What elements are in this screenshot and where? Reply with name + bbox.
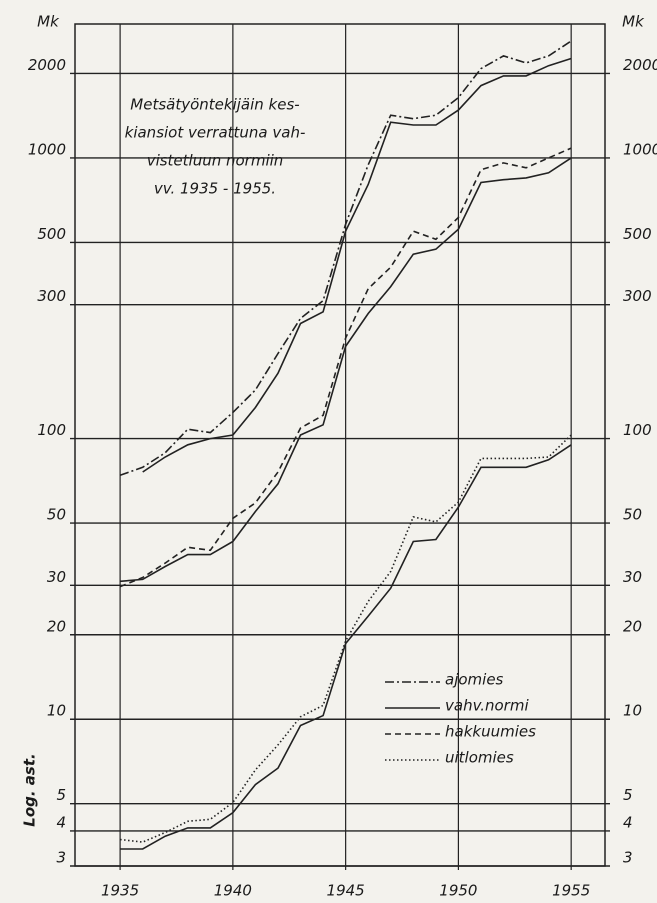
y-tick-label-right: 2000: [623, 56, 657, 74]
y-tick-label-right: 500: [623, 225, 652, 243]
chart-title: vistetluun normiin: [147, 152, 284, 170]
x-tick-label: 1950: [439, 882, 477, 900]
chart-title: kiansiot verrattuna vah-: [125, 124, 306, 142]
y-unit-left: Mk: [37, 13, 60, 31]
y-tick-label-right: 3: [623, 849, 633, 867]
y-unit-right: Mk: [622, 13, 645, 31]
legend-label: ajomies: [445, 671, 504, 689]
series-line: [119, 147, 572, 588]
y-tick-label-right: 10: [623, 702, 642, 720]
y-tick-label: 1000: [28, 140, 66, 158]
y-tick-label-right: 300: [623, 287, 652, 305]
y-tick-label: 500: [37, 225, 66, 243]
y-tick-label: 5: [56, 786, 66, 804]
y-axis-label: Log. ast.: [21, 753, 39, 826]
y-tick-label: 300: [37, 287, 66, 305]
chart-title: vv. 1935 - 1955.: [154, 180, 276, 198]
series-line: [119, 40, 572, 477]
y-tick-label-right: 20: [623, 617, 642, 635]
series-line: [142, 57, 572, 473]
y-tick-label-right: 5: [623, 786, 633, 804]
y-tick-label-right: 50: [623, 506, 642, 524]
x-tick-label: 1935: [101, 882, 139, 900]
y-tick-label-right: 1000: [623, 140, 657, 158]
y-tick-label: 100: [37, 421, 66, 439]
y-tick-label: 50: [47, 506, 66, 524]
y-tick-label: 20: [47, 617, 66, 635]
series-line: [120, 157, 572, 583]
legend-label: hakkuumies: [445, 723, 536, 741]
y-tick-label: 10: [47, 702, 66, 720]
x-tick-label: 1940: [214, 882, 252, 900]
y-tick-label-right: 30: [623, 568, 642, 586]
legend-label: vahv.normi: [445, 697, 529, 715]
y-tick-label: 30: [47, 568, 66, 586]
x-tick-label: 1955: [552, 882, 590, 900]
y-tick-label: 2000: [28, 56, 66, 74]
series-line: [120, 434, 572, 843]
series-line: [120, 444, 572, 850]
chart-title: Metsätyöntekijäin kes-: [130, 96, 299, 114]
y-tick-label: 4: [56, 813, 66, 831]
y-tick-label: 3: [56, 849, 66, 867]
y-tick-label-right: 100: [623, 421, 652, 439]
x-tick-label: 1945: [327, 882, 365, 900]
y-tick-label-right: 4: [623, 813, 633, 831]
legend-label: uitlomies: [445, 749, 514, 767]
